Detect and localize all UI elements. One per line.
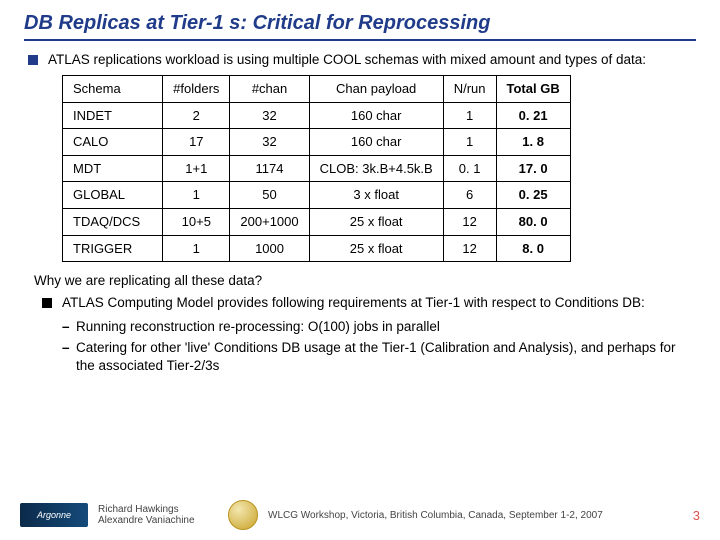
table-header: Schema — [63, 76, 163, 103]
table-row: MDT1+11174CLOB: 3k.B+4.5k.B0. 117. 0 — [63, 155, 571, 182]
table-cell: 0. 25 — [496, 182, 570, 209]
page-number: 3 — [680, 508, 700, 523]
footer: Argonne Richard Hawkings Alexandre Vania… — [0, 500, 720, 530]
table-cell: 200+1000 — [230, 208, 309, 235]
table-cell: 1000 — [230, 235, 309, 262]
slide-body: ATLAS replications workload is using mul… — [0, 51, 720, 375]
table-cell: 160 char — [309, 102, 443, 129]
intro-text: ATLAS replications workload is using mul… — [48, 51, 646, 69]
req-1-text: Running reconstruction re-processing: O(… — [76, 318, 440, 336]
table-row: TDAQ/DCS10+5200+100025 x float1280. 0 — [63, 208, 571, 235]
table-header: #folders — [163, 76, 230, 103]
table-cell: 10+5 — [163, 208, 230, 235]
table-cell: 3 x float — [309, 182, 443, 209]
req-intro-text: ATLAS Computing Model provides following… — [62, 294, 645, 312]
why-text: Why we are replicating all these data? — [34, 272, 692, 290]
square-bullet-icon — [42, 298, 52, 308]
authors: Richard Hawkings Alexandre Vaniachine — [98, 504, 218, 527]
medal-icon — [228, 500, 258, 530]
schema-table: Schema#folders#chanChan payloadN/runTota… — [62, 75, 571, 262]
table-cell: 2 — [163, 102, 230, 129]
title-underline — [24, 39, 696, 41]
table-cell: 1+1 — [163, 155, 230, 182]
table-cell: 12 — [443, 235, 496, 262]
table-cell: 25 x float — [309, 208, 443, 235]
table-cell: 17. 0 — [496, 155, 570, 182]
table-cell: TDAQ/DCS — [63, 208, 163, 235]
table-row: CALO1732160 char11. 8 — [63, 129, 571, 156]
table-header: Chan payload — [309, 76, 443, 103]
table-row: INDET232160 char10. 21 — [63, 102, 571, 129]
table-cell: 1174 — [230, 155, 309, 182]
table-cell: CALO — [63, 129, 163, 156]
table-cell: 8. 0 — [496, 235, 570, 262]
square-bullet-icon — [28, 55, 38, 65]
table-cell: 1 — [163, 182, 230, 209]
argonne-logo: Argonne — [20, 503, 88, 527]
table-cell: 25 x float — [309, 235, 443, 262]
table-header: Total GB — [496, 76, 570, 103]
table-cell: 1 — [163, 235, 230, 262]
table-cell: 0. 1 — [443, 155, 496, 182]
dash-icon: – — [62, 339, 76, 375]
table-cell: 17 — [163, 129, 230, 156]
author-2: Alexandre Vaniachine — [98, 515, 218, 527]
req-2: – Catering for other 'live' Conditions D… — [62, 339, 692, 375]
table-cell: CLOB: 3k.B+4.5k.B — [309, 155, 443, 182]
intro-bullet: ATLAS replications workload is using mul… — [28, 51, 692, 69]
table-cell: 0. 21 — [496, 102, 570, 129]
table-cell: MDT — [63, 155, 163, 182]
conference-text: WLCG Workshop, Victoria, British Columbi… — [268, 510, 680, 521]
table-cell: 1 — [443, 102, 496, 129]
table-row: TRIGGER1100025 x float128. 0 — [63, 235, 571, 262]
table-header: #chan — [230, 76, 309, 103]
table-row: GLOBAL1503 x float60. 25 — [63, 182, 571, 209]
table-cell: 1 — [443, 129, 496, 156]
req-2-text: Catering for other 'live' Conditions DB … — [76, 339, 692, 375]
req-intro-bullet: ATLAS Computing Model provides following… — [42, 294, 692, 312]
table-cell: TRIGGER — [63, 235, 163, 262]
slide-title: DB Replicas at Tier-1 s: Critical for Re… — [0, 0, 720, 39]
table-cell: 32 — [230, 102, 309, 129]
table-cell: 12 — [443, 208, 496, 235]
table-cell: 160 char — [309, 129, 443, 156]
table-cell: 50 — [230, 182, 309, 209]
table-cell: 32 — [230, 129, 309, 156]
table-header: N/run — [443, 76, 496, 103]
table-cell: GLOBAL — [63, 182, 163, 209]
dash-icon: – — [62, 318, 76, 336]
table-cell: INDET — [63, 102, 163, 129]
req-1: – Running reconstruction re-processing: … — [62, 318, 692, 336]
author-1: Richard Hawkings — [98, 504, 218, 516]
table-cell: 1. 8 — [496, 129, 570, 156]
table-cell: 80. 0 — [496, 208, 570, 235]
table-cell: 6 — [443, 182, 496, 209]
